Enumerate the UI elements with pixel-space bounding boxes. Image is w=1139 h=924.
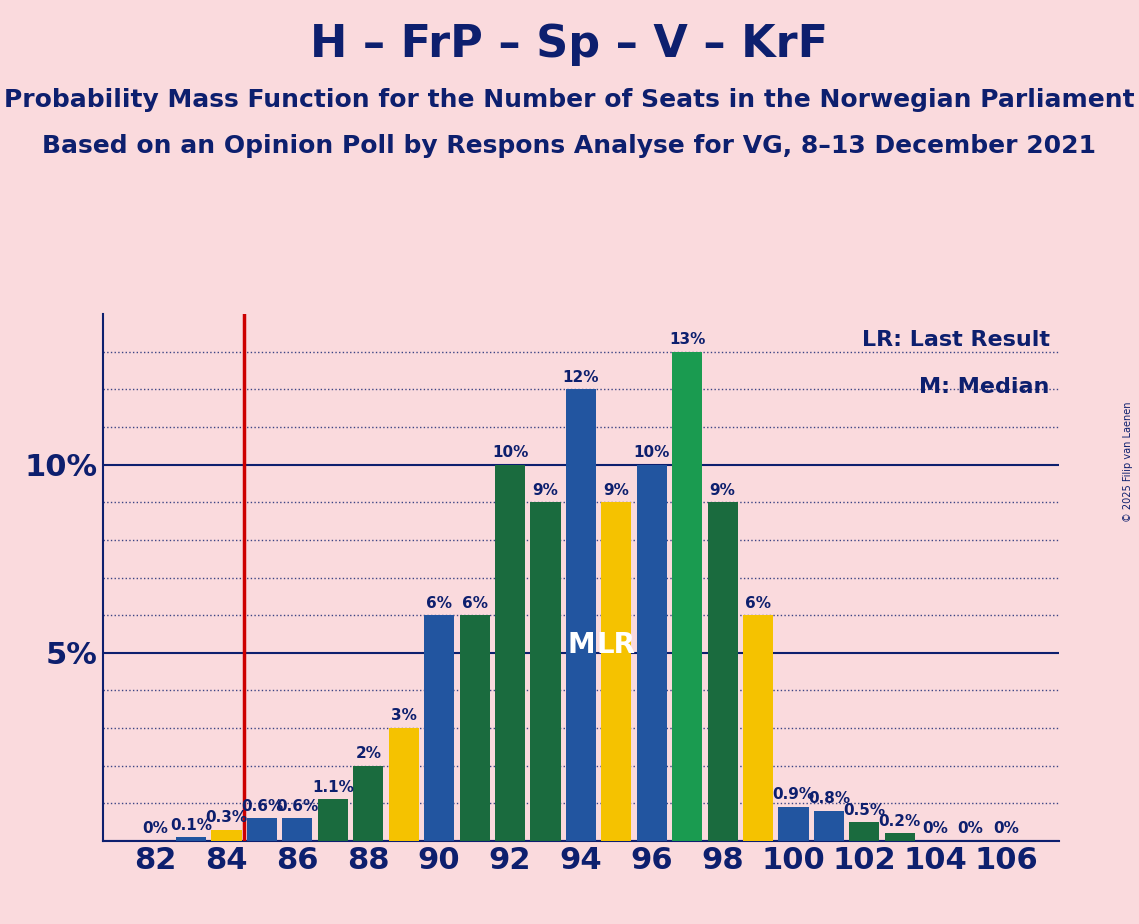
Text: 0.8%: 0.8%	[808, 791, 850, 807]
Bar	[743, 615, 773, 841]
Text: M: Median: M: Median	[919, 377, 1050, 397]
Text: 9%: 9%	[710, 482, 736, 498]
Text: 0.1%: 0.1%	[170, 818, 212, 833]
Bar	[707, 503, 738, 841]
Bar	[778, 807, 809, 841]
Text: 0%: 0%	[923, 821, 948, 836]
Text: 0.6%: 0.6%	[277, 798, 319, 814]
Bar	[531, 503, 560, 841]
Bar	[885, 833, 915, 841]
Text: 6%: 6%	[745, 596, 771, 611]
Text: 0.2%: 0.2%	[878, 814, 921, 829]
Text: 12%: 12%	[563, 370, 599, 385]
Text: LR: Last Result: LR: Last Result	[862, 330, 1050, 350]
Text: 0%: 0%	[958, 821, 984, 836]
Bar	[353, 766, 384, 841]
Bar	[424, 615, 454, 841]
Text: 0.9%: 0.9%	[772, 787, 814, 802]
Text: 0%: 0%	[993, 821, 1019, 836]
Text: 9%: 9%	[533, 482, 558, 498]
Text: Based on an Opinion Poll by Respons Analyse for VG, 8–13 December 2021: Based on an Opinion Poll by Respons Anal…	[42, 134, 1097, 158]
Bar	[495, 465, 525, 841]
Bar	[601, 503, 631, 841]
Text: 10%: 10%	[633, 445, 670, 460]
Text: 6%: 6%	[426, 596, 452, 611]
Text: 10%: 10%	[492, 445, 528, 460]
Bar	[459, 615, 490, 841]
Text: 13%: 13%	[669, 333, 705, 347]
Bar	[212, 830, 241, 841]
Text: M: M	[567, 631, 595, 659]
Text: H – FrP – Sp – V – KrF: H – FrP – Sp – V – KrF	[311, 23, 828, 67]
Text: 9%: 9%	[604, 482, 629, 498]
Text: Probability Mass Function for the Number of Seats in the Norwegian Parliament: Probability Mass Function for the Number…	[5, 88, 1134, 112]
Text: 0%: 0%	[142, 821, 169, 836]
Text: 0.5%: 0.5%	[843, 803, 885, 818]
Bar	[388, 728, 419, 841]
Text: 0.6%: 0.6%	[240, 798, 284, 814]
Bar	[814, 810, 844, 841]
Bar	[637, 465, 666, 841]
Bar	[318, 799, 347, 841]
Text: 6%: 6%	[461, 596, 487, 611]
Text: 2%: 2%	[355, 746, 382, 761]
Text: 1.1%: 1.1%	[312, 780, 354, 795]
Bar	[850, 822, 879, 841]
Text: LR: LR	[597, 631, 636, 659]
Bar	[282, 819, 312, 841]
Text: © 2025 Filip van Laenen: © 2025 Filip van Laenen	[1123, 402, 1133, 522]
Bar	[177, 837, 206, 841]
Text: 0.3%: 0.3%	[205, 810, 247, 825]
Bar	[247, 819, 277, 841]
Bar	[566, 389, 596, 841]
Bar	[672, 352, 703, 841]
Text: 3%: 3%	[391, 709, 417, 723]
